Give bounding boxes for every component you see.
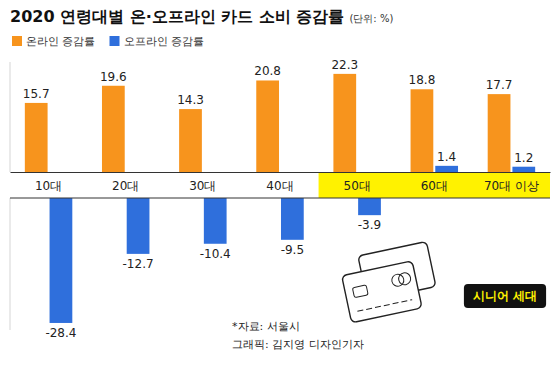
annotation: *자료: 서울시 [232,320,300,333]
annotation-box [464,284,546,308]
highlight-band [319,172,550,198]
x-tick: 50대 [344,172,371,193]
data-label: 14.3 [177,93,204,107]
bar [488,94,511,172]
annotation: 시니어 세대 [473,289,537,303]
data-label: 1.2 [514,151,533,165]
x-tick: 30대 [189,172,216,193]
x-tick: 70대 이상 [484,172,539,193]
data-label: -9.5 [281,243,304,257]
bar [25,103,48,172]
chart: 2020 연령대별 온·오프라인 카드 소비 증감률 (단위: %) 온라인 증감률… [0,0,560,368]
x-tick-label: 50대 [344,179,371,193]
data-labels: 15.7 19.6 14.3 20.8 22.3 18.8 17.7 -28.4 -12.7 -1… [23,58,533,340]
bar [127,198,150,254]
bar [411,89,434,172]
x-tick: 20대 [112,172,139,193]
card-logo [391,273,405,287]
data-label: -28.4 [45,326,76,340]
annotation: 그래픽: 김지영 디자인기자 [232,338,364,351]
annotation-tag: 시니어 세대 [464,284,546,308]
bar [512,167,535,172]
card-logo [398,272,412,286]
x-tick-label: 40대 [266,179,293,193]
bar [50,198,73,323]
y-axis-line [10,198,11,330]
bar [256,80,279,172]
x-axis-line [10,198,550,199]
bar [333,74,356,172]
x-tick-label: 20대 [112,179,139,193]
data-label: 1.4 [437,150,456,164]
bar [204,198,227,244]
data-label: -12.7 [123,257,154,271]
data-label: -10.4 [200,247,231,261]
bar [281,198,304,240]
card-icon [338,241,439,322]
x-tick-label: 70대 이상 [484,179,539,193]
legend-label: 온라인 증감률 [26,35,96,48]
title: 2020 연령대별 온·오프라인 카드 소비 증감률 [10,7,344,26]
legend-label: 오프라인 증감률 [124,35,205,48]
x-axis: 10대 20대 30대 40대 50대 60대 70대 이상 [11,172,551,193]
x-tick-label: 60대 [421,179,448,193]
bar [435,166,458,172]
legend-swatch [12,36,22,46]
card-front [342,261,422,323]
data-label: 17.7 [486,78,513,92]
bar [102,86,125,172]
data-label: 15.7 [23,87,50,101]
x-tick: 10대 [35,172,62,193]
legend-item: 온라인 증감률 [12,35,96,48]
data-label: 18.8 [409,73,436,87]
legend-item: 오프라인 증감률 [110,35,205,48]
card-chip [352,285,368,298]
data-label: -3.9 [358,218,381,232]
bar [179,109,202,172]
x-tick: 40대 [266,172,293,193]
x-tick-label: 30대 [189,179,216,193]
data-label: 22.3 [331,58,358,72]
x-tick: 60대 [421,172,448,193]
card-stripe [357,300,412,312]
y-axis-line [10,62,11,172]
x-axis-line [11,172,551,173]
legend-swatch [110,36,120,46]
x-tick-label: 10대 [35,179,62,193]
bar [358,198,381,215]
subtitle: (단위: %) [349,13,393,24]
data-label: 20.8 [254,64,281,78]
data-label: 19.6 [100,70,127,84]
